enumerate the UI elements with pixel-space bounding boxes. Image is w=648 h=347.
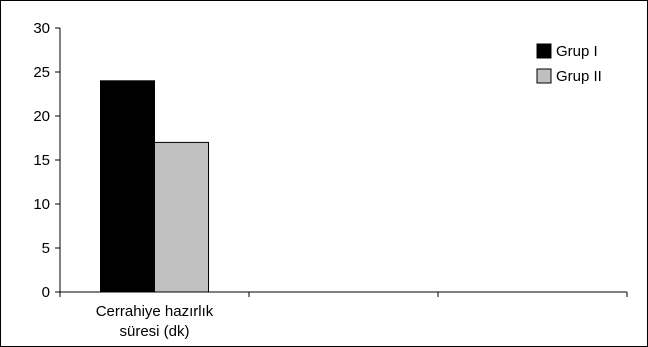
y-tick-label: 5	[42, 240, 50, 257]
bar-grup-ii	[154, 141, 209, 293]
y-tick-label: 15	[33, 152, 50, 169]
legend: Grup I Grup II	[536, 43, 602, 85]
x-category-label: Cerrahiye hazırlık süresi (dk)	[96, 303, 214, 340]
y-tick-label: 10	[33, 196, 50, 213]
x-axis: Cerrahiye hazırlık süresi (dk)	[59, 291, 628, 340]
bar-grup-i	[100, 80, 155, 293]
y-axis: 0 5 10 15 20 25 30	[33, 20, 61, 301]
y-tick-label: 30	[33, 20, 50, 37]
legend-swatch-grup-ii	[536, 68, 552, 84]
legend-swatch-grup-i	[536, 43, 552, 59]
y-tick-label: 0	[42, 284, 50, 301]
y-tick-label: 25	[33, 64, 50, 81]
legend-label-grup-i: Grup I	[556, 43, 598, 60]
y-tick-label: 20	[33, 108, 50, 125]
legend-label-grup-ii: Grup II	[556, 68, 602, 85]
bars	[100, 80, 209, 293]
